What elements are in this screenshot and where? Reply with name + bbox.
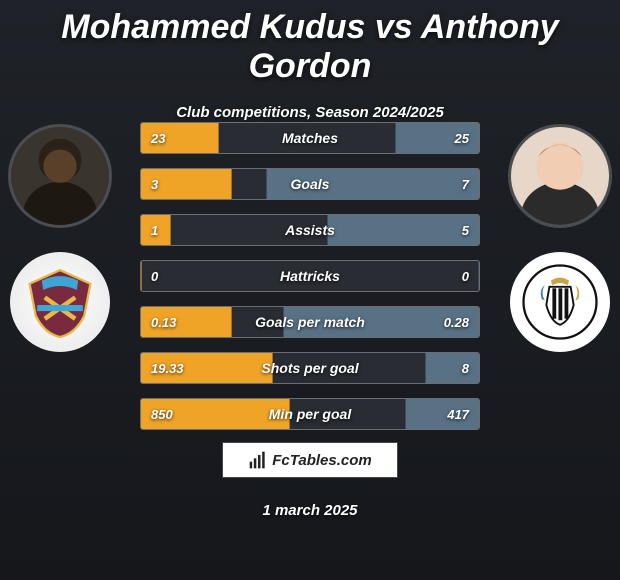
page-title: Mohammed Kudus vs Anthony Gordon xyxy=(0,0,620,86)
brand-box: FcTables.com xyxy=(222,442,398,478)
date-label: 1 march 2025 xyxy=(0,502,620,519)
stat-row: 850Min per goal417 xyxy=(140,398,480,430)
stat-label: Goals xyxy=(141,176,479,192)
stat-value-right: 7 xyxy=(462,177,469,192)
stat-row: 0.13Goals per match0.28 xyxy=(140,306,480,338)
stats-container: 23Matches25 3Goals7 1Assists5 0Hattricks0 0.… xyxy=(140,122,480,444)
stat-label: Assists xyxy=(141,222,479,238)
stat-label: Min per goal xyxy=(141,406,479,422)
stat-label: Hattricks xyxy=(141,268,479,284)
person-silhouette-icon xyxy=(11,127,109,225)
stat-row: 0Hattricks0 xyxy=(140,260,480,292)
stat-row: 3Goals7 xyxy=(140,168,480,200)
stat-value-right: 0.28 xyxy=(444,315,469,330)
stat-label: Shots per goal xyxy=(141,360,479,376)
stat-value-right: 8 xyxy=(462,361,469,376)
player-left-avatar xyxy=(8,124,112,228)
person-silhouette-icon xyxy=(511,127,609,225)
west-ham-crest-icon xyxy=(22,264,98,340)
stat-row: 19.33Shots per goal8 xyxy=(140,352,480,384)
stat-value-right: 417 xyxy=(447,407,469,422)
club-left-badge xyxy=(10,252,110,352)
subtitle: Club competitions, Season 2024/2025 xyxy=(0,86,620,121)
stat-value-right: 5 xyxy=(462,223,469,238)
newcastle-crest-icon xyxy=(522,264,598,340)
stat-row: 23Matches25 xyxy=(140,122,480,154)
stat-row: 1Assists5 xyxy=(140,214,480,246)
stat-label: Matches xyxy=(141,130,479,146)
brand-label: FcTables.com xyxy=(272,452,371,469)
chart-bars-icon xyxy=(248,450,268,470)
player-right-avatar xyxy=(508,124,612,228)
stat-value-right: 0 xyxy=(462,269,469,284)
stat-label: Goals per match xyxy=(141,314,479,330)
stat-value-right: 25 xyxy=(455,131,469,146)
club-right-badge xyxy=(510,252,610,352)
